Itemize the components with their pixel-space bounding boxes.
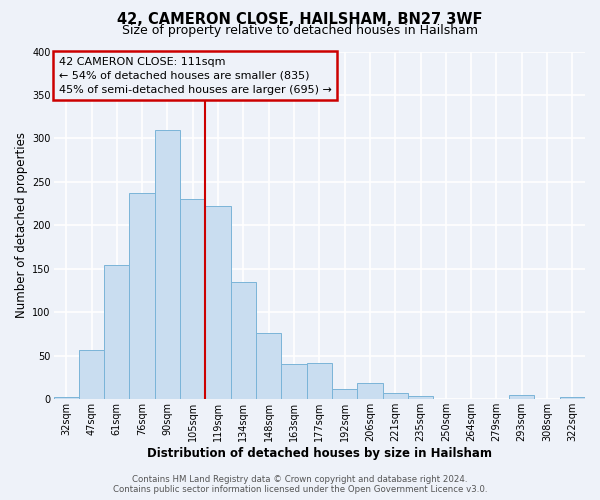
Text: 42, CAMERON CLOSE, HAILSHAM, BN27 3WF: 42, CAMERON CLOSE, HAILSHAM, BN27 3WF — [117, 12, 483, 28]
Bar — [256, 333, 281, 400]
Text: Size of property relative to detached houses in Hailsham: Size of property relative to detached ho… — [122, 24, 478, 37]
Bar — [231, 282, 256, 400]
Bar — [281, 364, 307, 400]
Bar — [560, 396, 585, 400]
Bar — [408, 396, 433, 400]
Bar — [205, 206, 231, 400]
Bar — [104, 264, 130, 400]
Bar — [383, 393, 408, 400]
Bar — [180, 200, 205, 400]
Text: Contains HM Land Registry data © Crown copyright and database right 2024.
Contai: Contains HM Land Registry data © Crown c… — [113, 474, 487, 494]
Bar — [155, 130, 180, 400]
Bar — [357, 383, 383, 400]
Bar — [307, 363, 332, 400]
X-axis label: Distribution of detached houses by size in Hailsham: Distribution of detached houses by size … — [147, 447, 492, 460]
Y-axis label: Number of detached properties: Number of detached properties — [15, 132, 28, 318]
Bar — [332, 389, 357, 400]
Bar — [79, 350, 104, 400]
Bar — [53, 396, 79, 400]
Bar — [509, 395, 535, 400]
Bar — [130, 193, 155, 400]
Text: 42 CAMERON CLOSE: 111sqm
← 54% of detached houses are smaller (835)
45% of semi-: 42 CAMERON CLOSE: 111sqm ← 54% of detach… — [59, 56, 332, 94]
